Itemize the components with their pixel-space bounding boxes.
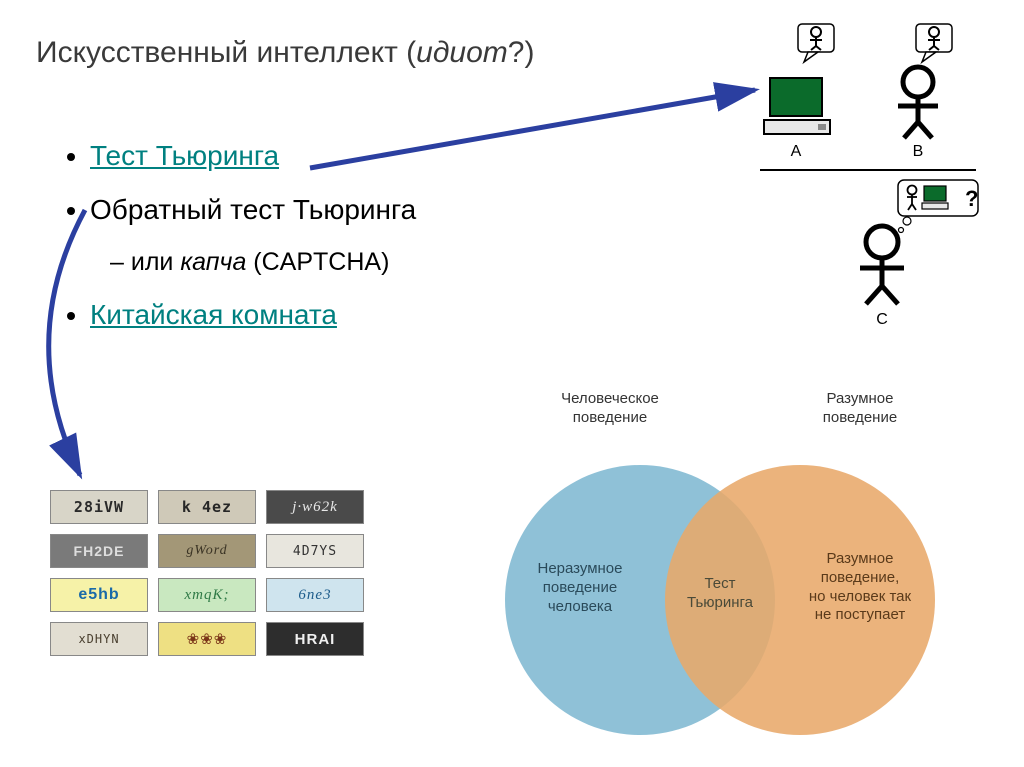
captcha-sample: xDHYN [50,622,148,656]
captcha-sample: ❀❀❀ [158,622,256,656]
person-c-icon [860,226,904,304]
venn-label-left: Неразумноеповедениечеловека [515,560,645,616]
venn-label-top-right: Разумноеповедение [790,390,930,428]
label-a: A [791,143,802,160]
title-main: Искусственный интеллект ( [36,36,416,69]
speech-bubble-b-icon [916,24,952,62]
speech-bubble-a-icon [798,24,834,62]
captcha-sample: 4D7YS [266,534,364,568]
captcha-sample: FH2DE [50,534,148,568]
venn-label-right: Разумноеповедение,но человек такне посту… [790,550,930,625]
turing-test-link[interactable]: Тест Тьюринга [90,140,279,171]
label-b: B [913,143,924,160]
venn-label-center: ТестТьюринга [675,575,765,613]
sub-italic: капча [180,248,246,276]
question-mark: ? [965,186,978,211]
slide-title: Искусственный интеллект (идиот?) [36,36,534,70]
captcha-sample: j·w62k [266,490,364,524]
captcha-sample: gWord [158,534,256,568]
label-c: C [876,311,888,328]
person-b-icon [898,67,938,138]
venn-label-top-left: Человеческоеповедение [530,390,690,428]
captcha-sample: 6ne3 [266,578,364,612]
title-after: ?) [508,36,535,69]
computer-icon [764,78,830,134]
venn-diagram: Человеческоеповедение Разумноеповедение … [460,390,1000,740]
thought-bubble-c-icon: ? [898,180,978,233]
captcha-sample: k 4ez [158,490,256,524]
turing-test-diagram: A B [760,20,1000,330]
captcha-grid: 28iVW k 4ez j·w62k FH2DE gWord 4D7YS e5h… [50,490,364,656]
captcha-sample: e5hb [50,578,148,612]
sub-after: (CAPTCHA) [246,248,389,276]
captcha-sample: HRAI [266,622,364,656]
title-italic: идиот [416,36,508,69]
captcha-sample: xmqK; [158,578,256,612]
arrow-to-captcha-icon [10,200,160,500]
captcha-sample: 28iVW [50,490,148,524]
arrow-to-turing-icon [300,80,780,200]
